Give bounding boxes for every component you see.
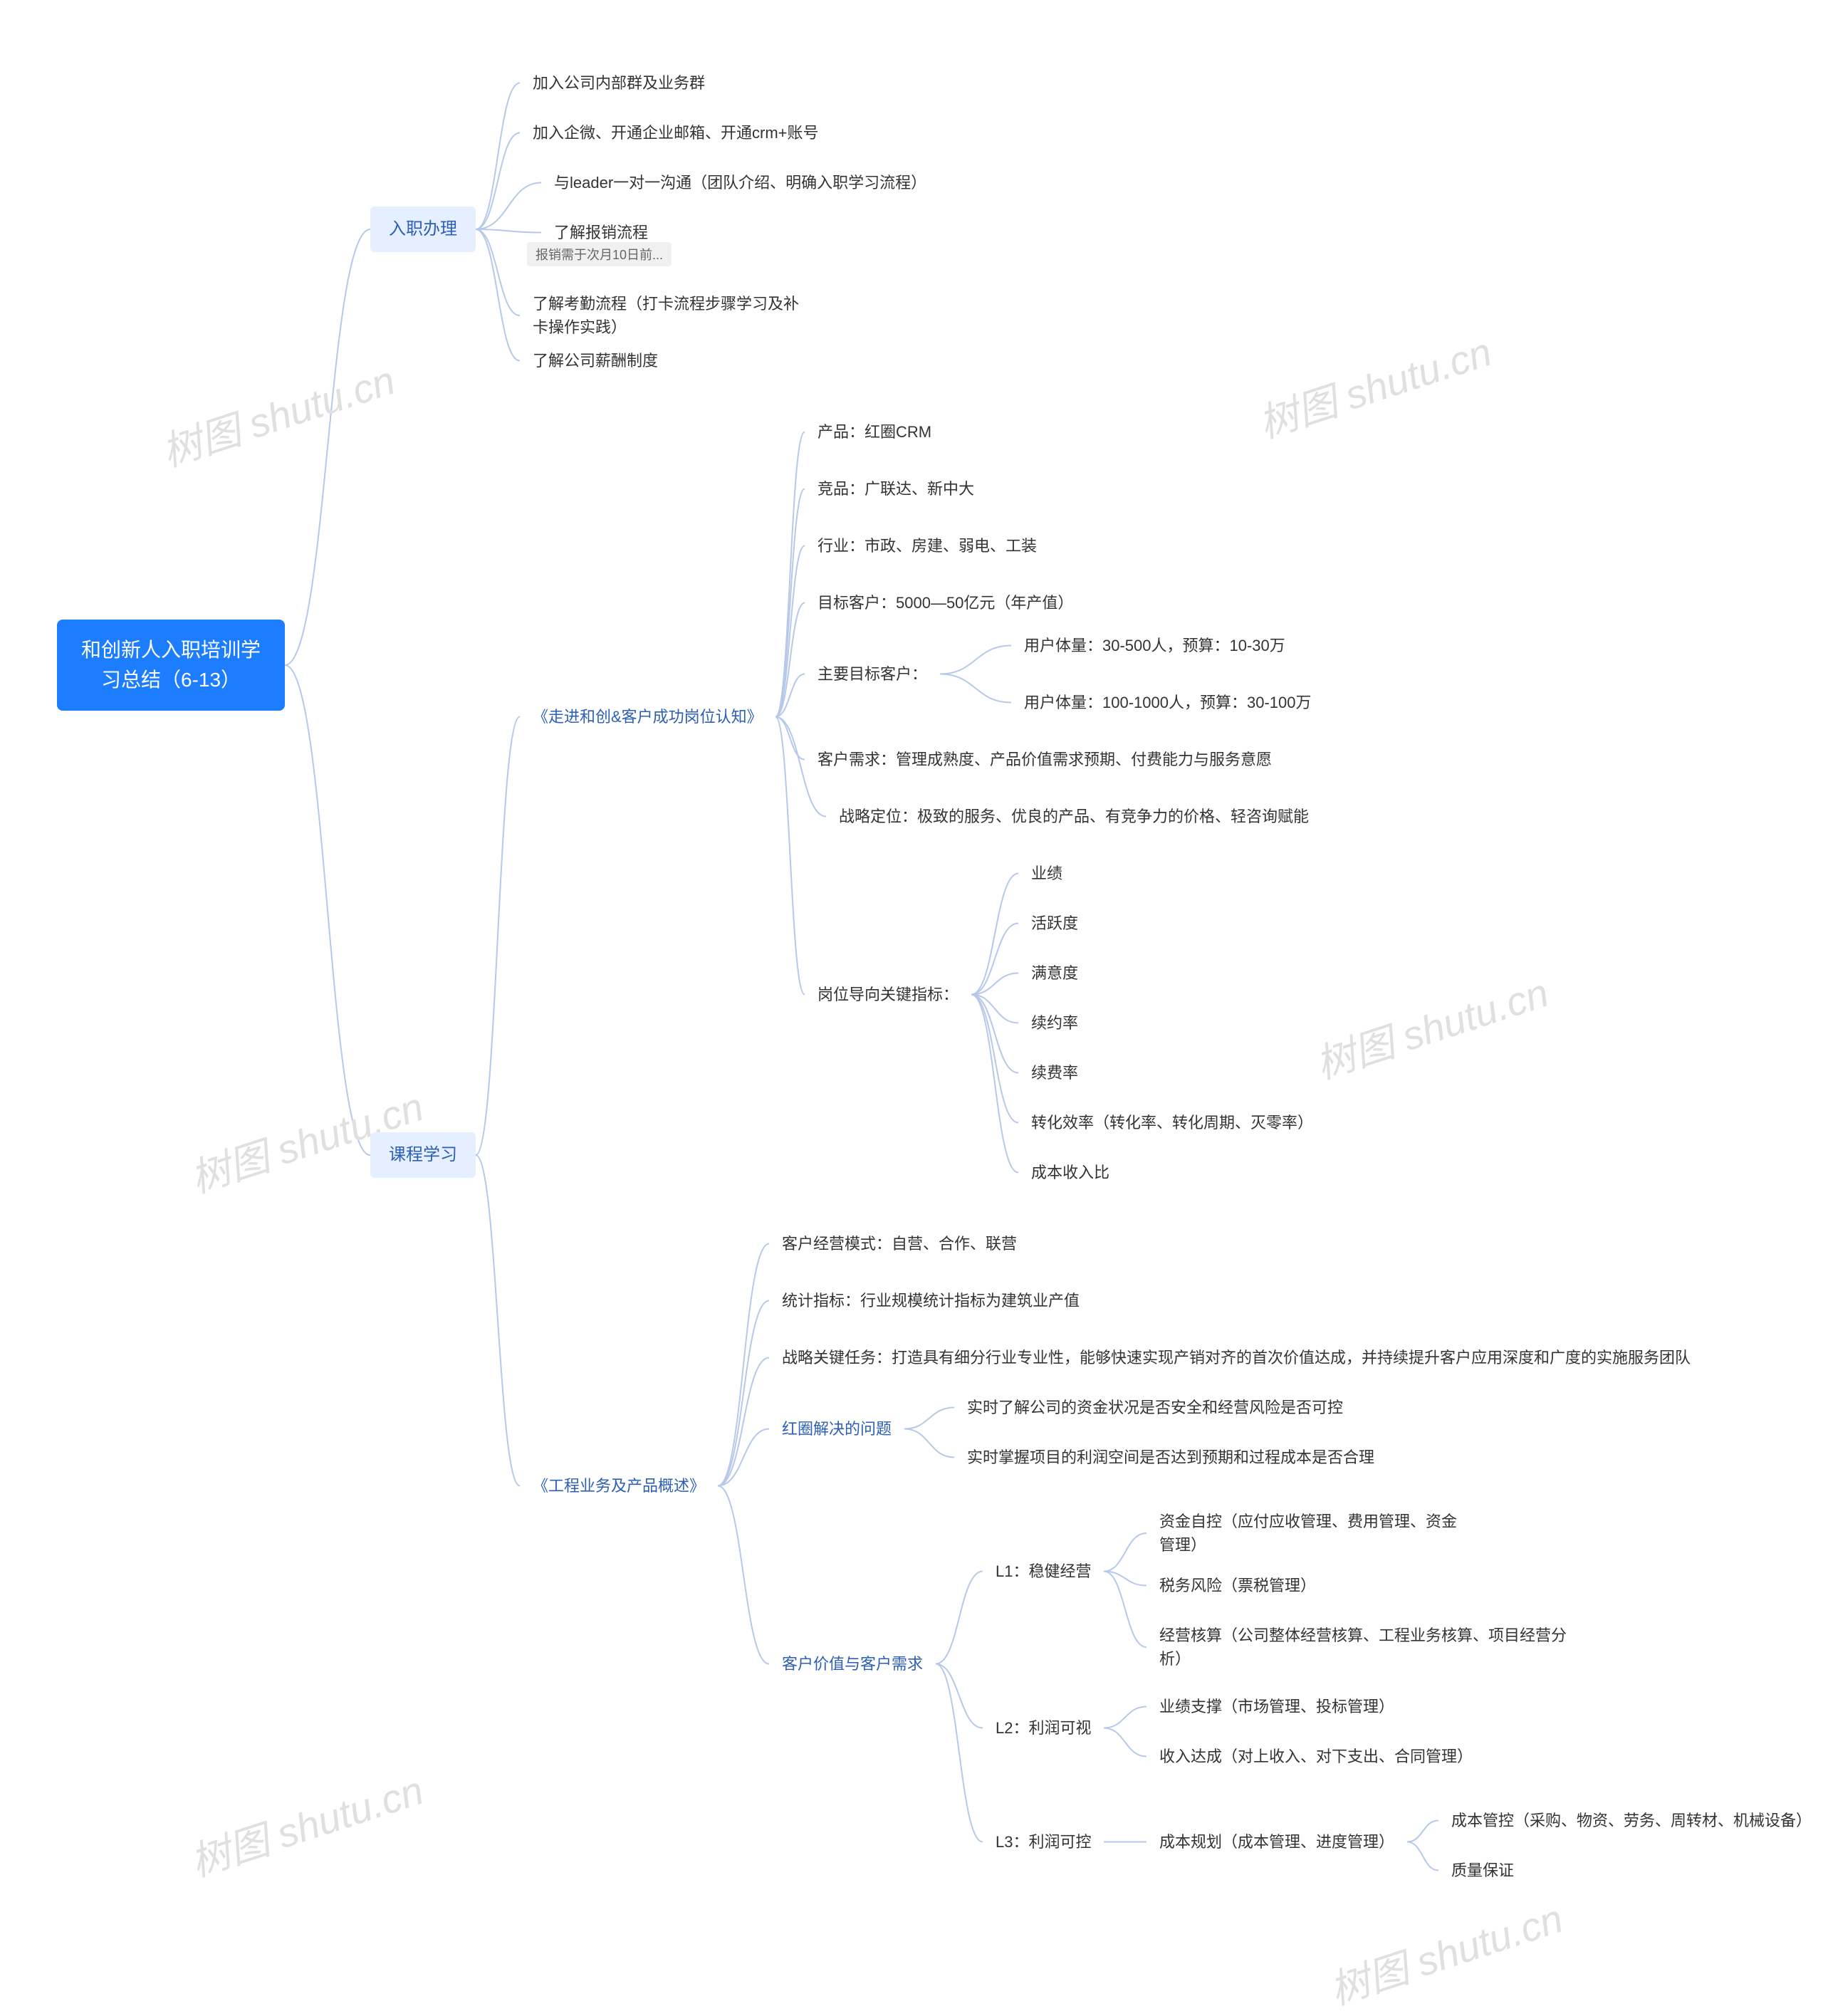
leaf-node: L1：稳健经营 [983,1552,1104,1590]
branch-b2: 课程学习 [370,1132,476,1178]
leaf-node: 产品：红圈CRM [805,413,944,451]
leaf-node: 战略关键任务：打造具有细分行业专业性，能够快速实现产销对齐的首次价值达成，并持续… [769,1339,1703,1377]
root-node: 和创新人入职培训学习总结（6-13） [57,620,285,711]
leaf-node: 业绩支撑（市场管理、投标管理） [1146,1688,1407,1725]
leaf-node: 成本规划（成本管理、进度管理） [1146,1823,1407,1861]
leaf-node: 岗位导向关键指标： [805,976,971,1013]
leaf-node: 与leader一对一沟通（团队介绍、明确入职学习流程） [541,164,939,202]
leaf-node: 税务风险（票税管理） [1146,1567,1329,1604]
leaf-node: 实时了解公司的资金状况是否安全和经营风险是否可控 [954,1389,1356,1426]
leaf-node: 成本收入比 [1018,1154,1122,1191]
note: 报销需于次月10日前... [527,242,672,266]
leaf-node: 了解考勤流程（打卡流程步骤学习及补卡操作实践） [520,285,819,346]
leaf-node: 了解公司薪酬制度 [520,342,671,380]
leaf-node: 收入达成（对上收入、对下支出、合同管理） [1146,1738,1485,1775]
leaf-node: L2：利润可视 [983,1709,1104,1747]
leaf-node: 资金自控（应付应收管理、费用管理、资金管理） [1146,1503,1474,1564]
leaf-node: 成本管控（采购、物资、劳务、周转材、机械设备） [1438,1802,1823,1839]
leaf-node: 行业：市政、房建、弱电、工装 [805,527,1050,565]
leaf-node: 战略定位：极致的服务、优良的产品、有竞争力的价格、轻咨询赋能 [826,798,1322,835]
watermark: 树图 shutu.cn [182,1759,430,1889]
watermark: 树图 shutu.cn [1322,1887,1569,2016]
sub-node: 客户价值与客户需求 [769,1645,936,1683]
leaf-node: 活跃度 [1018,904,1091,942]
leaf-node: 统计指标：行业规模统计指标为建筑业产值 [769,1282,1092,1320]
leaf-node: 业绩 [1018,855,1075,892]
leaf-node: 加入公司内部群及业务群 [520,64,718,102]
leaf-node: 质量保证 [1438,1852,1527,1889]
sub-node: 《走进和创&客户成功岗位认知》 [520,698,775,736]
watermark: 树图 shutu.cn [154,349,402,479]
leaf-node: 续约率 [1018,1004,1091,1042]
sub-node: 红圈解决的问题 [769,1410,904,1448]
watermark: 树图 shutu.cn [1250,320,1498,450]
leaf-node: 用户体量：100-1000人，预算：30-100万 [1011,684,1324,721]
branch-b1: 入职办理 [370,207,476,252]
watermark: 树图 shutu.cn [1307,961,1555,1091]
leaf-node: 目标客户：5000—50亿元（年产值） [805,584,1086,622]
leaf-node: L3：利润可控 [983,1823,1104,1861]
leaf-node: 转化效率（转化率、转化周期、灭零率） [1018,1104,1326,1142]
leaf-node: 竞品：广联达、新中大 [805,470,987,508]
leaf-node: 经营核算（公司整体经营核算、工程业务核算、项目经营分析） [1146,1617,1602,1678]
leaf-node: 续费率 [1018,1054,1091,1092]
leaf-node: 主要目标客户： [805,655,940,693]
sub-node: 《工程业务及产品概述》 [520,1467,718,1505]
leaf-node: 用户体量：30-500人，预算：10-30万 [1011,627,1298,664]
leaf-node: 客户需求：管理成熟度、产品价值需求预期、付费能力与服务意愿 [805,741,1285,778]
leaf-node: 满意度 [1018,954,1091,992]
leaf-node: 加入企微、开通企业邮箱、开通crm+账号 [520,114,832,152]
leaf-node: 实时掌握项目的利润空间是否达到预期和过程成本是否合理 [954,1438,1387,1476]
leaf-node: 客户经营模式：自营、合作、联营 [769,1225,1030,1263]
